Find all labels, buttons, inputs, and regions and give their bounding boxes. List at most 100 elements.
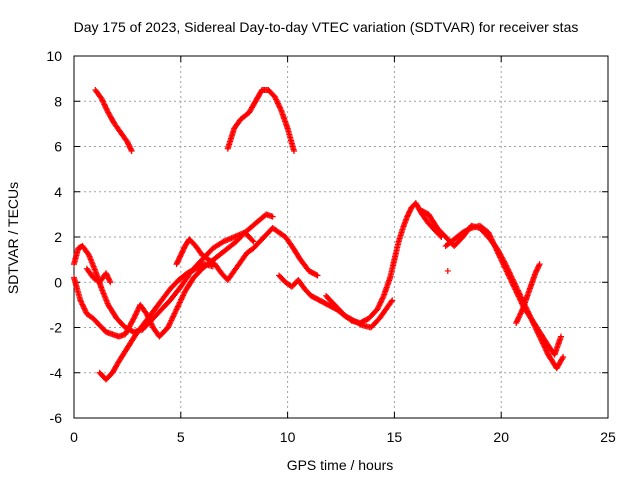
data-point	[388, 298, 395, 305]
y-tick-label: -4	[50, 365, 63, 381]
data-point	[498, 257, 505, 264]
data-point	[499, 258, 506, 265]
data-point	[487, 233, 494, 240]
data-point	[509, 280, 516, 287]
data-point	[78, 300, 85, 307]
data-point	[516, 311, 523, 318]
data-point	[147, 319, 154, 326]
data-point	[167, 318, 174, 325]
data-point	[494, 248, 501, 255]
data-point	[250, 238, 257, 245]
data-point	[177, 298, 184, 305]
data-point	[80, 304, 87, 311]
data-point	[77, 297, 84, 304]
data-point	[518, 307, 525, 314]
data-point	[514, 292, 521, 299]
data-point	[273, 96, 280, 103]
data-point	[376, 300, 383, 307]
data-point	[81, 306, 88, 313]
x-tick-label: 10	[280, 429, 296, 445]
data-point	[486, 232, 493, 239]
data-point	[79, 302, 86, 309]
data-point	[166, 321, 173, 328]
data-point	[389, 297, 396, 304]
y-tick-label: 4	[54, 184, 62, 200]
data-point	[559, 355, 566, 362]
data-point	[379, 295, 386, 302]
x-axis-label: GPS time / hours	[287, 457, 394, 473]
data-point	[130, 316, 137, 323]
data-point	[516, 294, 523, 301]
data-point	[271, 93, 278, 100]
data-point	[518, 309, 525, 316]
x-tick-label: 15	[387, 429, 403, 445]
data-point	[171, 310, 178, 317]
data-point	[291, 148, 298, 155]
data-point	[170, 313, 177, 320]
data-point	[504, 269, 511, 276]
data-point	[313, 271, 320, 278]
data-point	[509, 279, 516, 286]
data-point	[508, 278, 515, 285]
data-point	[499, 260, 506, 267]
data-point	[170, 311, 177, 318]
series-arc-6	[173, 224, 321, 283]
data-point	[104, 108, 111, 115]
data-point	[128, 148, 135, 155]
data-point	[176, 300, 183, 307]
data-point	[507, 275, 514, 282]
data-point	[543, 348, 550, 355]
data-point	[486, 230, 493, 237]
data-point	[380, 294, 387, 301]
data-point	[507, 276, 514, 283]
data-point	[495, 251, 502, 258]
x-tick-label: 25	[600, 429, 616, 445]
y-axis-label: SDTVAR / TECUs	[5, 182, 21, 294]
data-point	[173, 306, 180, 313]
data-point	[493, 246, 500, 253]
series-arc-12	[444, 267, 451, 274]
data-point	[168, 317, 175, 324]
data-point	[180, 292, 187, 299]
data-point	[180, 291, 187, 298]
data-point	[497, 254, 504, 261]
data-point	[81, 305, 88, 312]
data-point	[100, 100, 107, 107]
data-point	[277, 105, 284, 112]
data-point	[513, 289, 520, 296]
data-point	[505, 271, 512, 278]
data-point	[272, 95, 279, 102]
data-point	[249, 237, 256, 244]
x-tick-label: 0	[70, 429, 78, 445]
data-point	[542, 346, 549, 353]
data-point	[514, 317, 521, 324]
data-point	[558, 333, 565, 340]
data-point	[103, 105, 110, 112]
data-point	[101, 101, 108, 108]
data-point	[515, 315, 522, 322]
data-point	[374, 306, 381, 313]
data-point	[132, 311, 139, 318]
data-point	[493, 247, 500, 254]
data-point	[102, 104, 109, 111]
data-point	[543, 347, 550, 354]
data-point	[169, 314, 176, 321]
data-point	[314, 272, 321, 279]
data-point	[503, 268, 510, 275]
data-point	[176, 299, 183, 306]
series-arc-10	[442, 222, 565, 358]
data-point	[131, 314, 138, 321]
y-tick-label: 2	[54, 229, 62, 245]
series-arc-1	[92, 86, 135, 155]
data-point	[515, 293, 522, 300]
data-point	[496, 253, 503, 260]
data-point	[444, 267, 451, 274]
data-point	[491, 242, 498, 249]
data-point	[100, 98, 107, 105]
series-arc-2	[224, 86, 298, 155]
data-point	[374, 305, 381, 312]
data-point	[492, 244, 499, 251]
data-point	[511, 285, 518, 292]
data-point	[510, 282, 517, 289]
